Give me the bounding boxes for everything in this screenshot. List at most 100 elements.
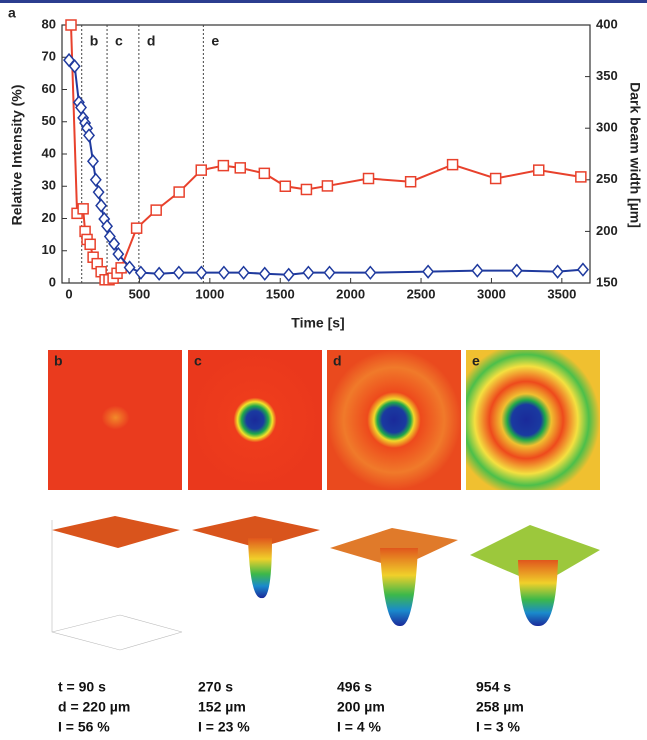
caption-line: t = 90 s bbox=[58, 679, 106, 695]
point bbox=[108, 236, 121, 251]
point bbox=[83, 128, 96, 143]
caption-line: 258 µm bbox=[476, 699, 524, 715]
point bbox=[112, 246, 125, 262]
x-tick-label: 1000 bbox=[195, 286, 224, 301]
point bbox=[173, 186, 185, 198]
y-tick-label: 30 bbox=[42, 178, 56, 193]
point bbox=[302, 265, 315, 280]
top-rule bbox=[0, 0, 647, 3]
y2-tick-label: 300 bbox=[596, 120, 618, 135]
point bbox=[237, 265, 250, 280]
x-tick-label: 3000 bbox=[477, 286, 506, 301]
x-tick-label: 2500 bbox=[407, 286, 436, 301]
caption-line: 954 s bbox=[476, 679, 511, 695]
series-line bbox=[70, 24, 582, 281]
point bbox=[300, 183, 313, 196]
point bbox=[68, 59, 81, 74]
point bbox=[217, 265, 230, 280]
y-tick-label: 40 bbox=[42, 145, 56, 160]
point bbox=[195, 265, 208, 280]
point bbox=[258, 167, 271, 180]
point bbox=[489, 172, 502, 185]
point bbox=[576, 262, 589, 277]
point bbox=[195, 164, 208, 176]
image-label: d bbox=[333, 353, 342, 369]
point bbox=[510, 263, 523, 278]
y-tick-label: 10 bbox=[42, 242, 56, 257]
image-label: c bbox=[194, 353, 202, 369]
point bbox=[471, 263, 484, 278]
y2-tick-label: 150 bbox=[596, 274, 618, 289]
x-tick-label: 3500 bbox=[547, 286, 576, 301]
point bbox=[551, 264, 564, 279]
y-tick-label: 0 bbox=[49, 274, 56, 289]
point bbox=[404, 175, 417, 188]
point bbox=[422, 264, 435, 279]
point bbox=[575, 171, 587, 183]
time-marker-label: d bbox=[147, 33, 156, 49]
surface-axes bbox=[51, 520, 183, 651]
point bbox=[92, 185, 105, 200]
caption-line: d = 220 µm bbox=[58, 699, 130, 715]
caption-line: 496 s bbox=[337, 679, 372, 695]
point bbox=[532, 164, 545, 176]
surface-e bbox=[470, 525, 600, 585]
y-tick-label: 70 bbox=[42, 49, 56, 64]
point bbox=[321, 180, 334, 192]
point bbox=[323, 265, 336, 280]
point bbox=[172, 265, 185, 280]
funnel-c bbox=[248, 538, 272, 599]
x-tick-label: 500 bbox=[129, 286, 151, 301]
y2-tick-label: 350 bbox=[596, 68, 618, 83]
surface-b bbox=[52, 516, 180, 548]
time-marker-label: b bbox=[90, 33, 99, 49]
caption-line: 152 µm bbox=[198, 699, 246, 715]
x-axis-label: Time [s] bbox=[291, 315, 344, 331]
point bbox=[258, 266, 271, 281]
image-e bbox=[466, 350, 600, 490]
caption-line: I = 4 % bbox=[337, 719, 382, 735]
images bbox=[48, 350, 600, 490]
point bbox=[101, 219, 114, 234]
panel-label: a bbox=[8, 5, 16, 21]
point bbox=[150, 204, 162, 216]
point bbox=[362, 172, 375, 185]
caption-line: I = 23 % bbox=[198, 719, 250, 735]
point bbox=[446, 158, 459, 171]
surface-c bbox=[192, 516, 320, 548]
point bbox=[84, 238, 96, 251]
point bbox=[89, 172, 102, 187]
surfaces bbox=[51, 516, 600, 651]
point bbox=[153, 266, 166, 281]
y2-tick-label: 400 bbox=[596, 16, 618, 31]
funnel-d bbox=[380, 548, 418, 627]
point bbox=[65, 19, 77, 31]
plot-frame bbox=[61, 24, 591, 284]
y2-tick-label: 200 bbox=[596, 223, 618, 238]
y-tick-label: 80 bbox=[42, 16, 56, 31]
y2-tick-label: 250 bbox=[596, 171, 618, 186]
y-tick-label: 20 bbox=[42, 210, 56, 225]
y2-axis-label: Dark beam width [µm] bbox=[627, 82, 643, 228]
point bbox=[86, 154, 99, 169]
point bbox=[130, 222, 143, 234]
point bbox=[134, 265, 147, 280]
x-tick-label: 1500 bbox=[266, 286, 295, 301]
image-label: e bbox=[472, 353, 480, 369]
caption-line: 200 µm bbox=[337, 699, 385, 715]
y-tick-label: 50 bbox=[42, 113, 56, 128]
image-label: b bbox=[54, 353, 63, 369]
y-tick-label: 60 bbox=[42, 81, 56, 96]
funnel-e bbox=[518, 560, 558, 627]
caption-line: 270 s bbox=[198, 679, 233, 695]
point bbox=[234, 162, 247, 174]
point bbox=[77, 203, 89, 215]
point bbox=[123, 260, 136, 275]
point bbox=[364, 265, 377, 280]
series-line bbox=[68, 59, 584, 276]
caption-line: I = 3 % bbox=[476, 719, 521, 735]
image-c bbox=[188, 350, 322, 490]
y-axis-label: Relative Intensity (%) bbox=[9, 85, 25, 226]
